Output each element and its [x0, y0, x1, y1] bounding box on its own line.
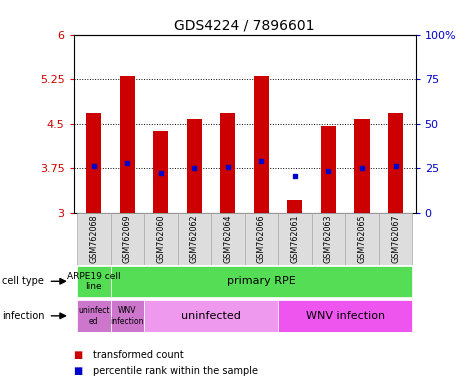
Bar — [77, 213, 111, 265]
Bar — [278, 213, 312, 265]
Bar — [187, 119, 202, 213]
Bar — [86, 113, 101, 213]
Bar — [278, 300, 412, 331]
Title: GDS4224 / 7896601: GDS4224 / 7896601 — [174, 18, 315, 32]
Text: WNV
infection: WNV infection — [111, 306, 144, 326]
Text: GSM762067: GSM762067 — [391, 215, 400, 263]
Text: uninfected: uninfected — [181, 311, 241, 321]
Text: ARPE19 cell
line: ARPE19 cell line — [67, 271, 121, 291]
Text: GSM762068: GSM762068 — [89, 215, 98, 263]
Bar — [111, 300, 144, 331]
Text: GSM762065: GSM762065 — [358, 215, 367, 263]
Bar — [178, 213, 211, 265]
Bar — [287, 200, 303, 213]
Bar — [77, 266, 111, 297]
Bar — [254, 76, 269, 213]
Text: WNV infection: WNV infection — [305, 311, 385, 321]
Bar — [120, 76, 135, 213]
Bar — [345, 213, 379, 265]
Bar — [111, 213, 144, 265]
Text: GSM762060: GSM762060 — [156, 215, 165, 263]
Text: GSM762064: GSM762064 — [223, 215, 232, 263]
Text: GSM762066: GSM762066 — [257, 215, 266, 263]
Text: ■: ■ — [74, 366, 83, 376]
Bar — [312, 213, 345, 265]
Text: uninfect
ed: uninfect ed — [78, 306, 110, 326]
Text: GSM762061: GSM762061 — [290, 215, 299, 263]
Bar — [220, 113, 236, 213]
Text: primary RPE: primary RPE — [227, 276, 296, 286]
Bar — [77, 300, 111, 331]
Text: infection: infection — [2, 311, 45, 321]
Text: cell type: cell type — [2, 276, 44, 286]
Bar — [379, 213, 412, 265]
Bar — [245, 213, 278, 265]
Bar — [111, 266, 412, 297]
Bar — [321, 126, 336, 213]
Text: GSM762063: GSM762063 — [324, 215, 333, 263]
Text: percentile rank within the sample: percentile rank within the sample — [93, 366, 257, 376]
Text: transformed count: transformed count — [93, 350, 183, 360]
Text: GSM762069: GSM762069 — [123, 215, 132, 263]
Bar — [354, 119, 370, 213]
Bar — [144, 300, 278, 331]
Bar — [211, 213, 245, 265]
Text: ■: ■ — [74, 350, 83, 360]
Text: GSM762062: GSM762062 — [190, 215, 199, 263]
Bar — [144, 213, 178, 265]
Bar — [388, 113, 403, 213]
Bar — [153, 131, 168, 213]
